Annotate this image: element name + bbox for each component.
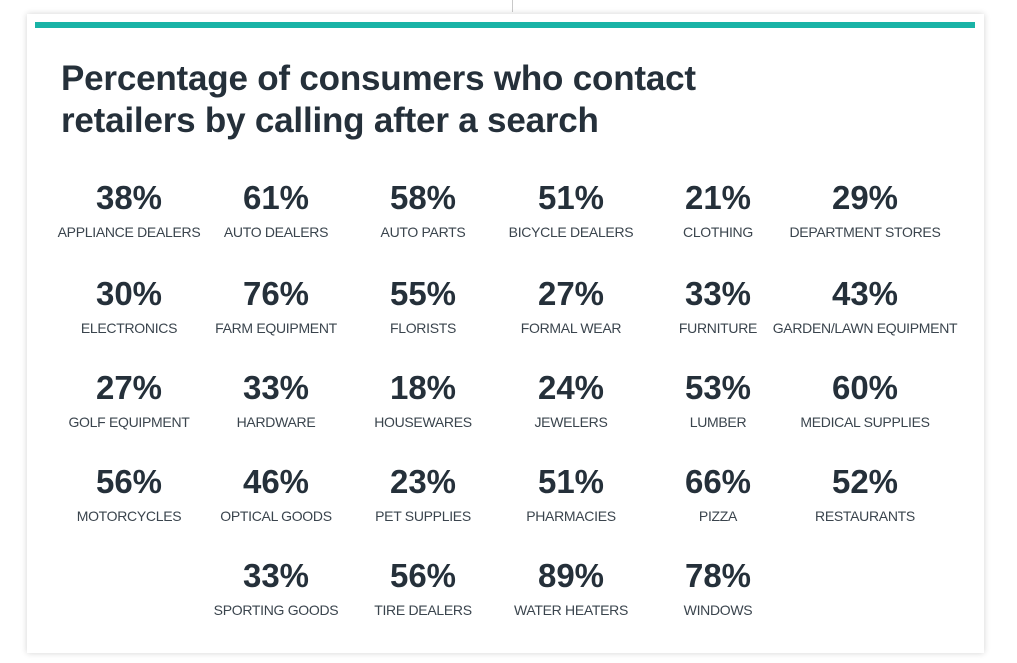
stat-golf-equipment: 27% GOLF EQUIPMENT [34,369,224,431]
stat-pizza: 66% PIZZA [623,463,813,525]
stat-value: 51% [537,179,605,216]
stat-label: GARDEN/LAWN EQUIPMENT [772,320,958,336]
stat-hardware: 33% HARDWARE [181,369,371,431]
stat-label: BICYCLE DEALERS [508,224,634,240]
stat-value: 27% [95,369,163,406]
stat-value: 53% [684,369,752,406]
stat-label: APPLIANCE DEALERS [57,224,201,240]
stat-department-stores: 29% DEPARTMENT STORES [770,179,960,241]
stat-value: 56% [389,557,457,594]
stat-label: JEWELERS [534,414,608,430]
stat-electronics: 30% ELECTRONICS [34,275,224,337]
stat-label: OPTICAL GOODS [220,508,332,524]
stat-garden-lawn-equipment: 43% GARDEN/LAWN EQUIPMENT [770,275,960,337]
stat-label: FURNITURE [678,320,758,336]
stat-medical-supplies: 60% MEDICAL SUPPLIES [770,369,960,431]
stat-windows: 78% WINDOWS [623,557,813,619]
stat-furniture: 33% FURNITURE [623,275,813,337]
stat-formal-wear: 27% FORMAL WEAR [476,275,666,337]
stat-label: RESTAURANTS [815,508,915,524]
stat-value: 43% [831,275,899,312]
chart-title: Percentage of consumers who contact reta… [61,58,761,142]
stat-label: MEDICAL SUPPLIES [800,414,930,430]
stat-label: HARDWARE [236,414,316,430]
stat-jewelers: 24% JEWELERS [476,369,666,431]
stat-label: LUMBER [689,414,747,430]
stat-optical-goods: 46% OPTICAL GOODS [181,463,371,525]
stat-value: 61% [242,179,310,216]
stat-value: 27% [537,275,605,312]
stat-value: 21% [684,179,752,216]
stat-value: 23% [389,463,457,500]
stat-value: 33% [684,275,752,312]
stat-label: FLORISTS [389,320,457,336]
stat-motorcycles: 56% MOTORCYCLES [34,463,224,525]
stat-value: 78% [684,557,752,594]
stat-label: DEPARTMENT STORES [789,224,941,240]
stat-pet-supplies: 23% PET SUPPLIES [328,463,518,525]
stat-value: 89% [537,557,605,594]
stat-label: HOUSEWARES [374,414,472,430]
stat-value: 18% [389,369,457,406]
stat-label: WINDOWS [683,602,753,618]
stat-value: 38% [95,179,163,216]
stat-value: 76% [242,275,310,312]
stat-label: TIRE DEALERS [374,602,472,618]
stat-label: FORMAL WEAR [520,320,622,336]
stat-label: SPORTING GOODS [213,602,339,618]
stat-appliance-dealers: 38% APPLIANCE DEALERS [34,179,224,241]
infographic-card: Percentage of consumers who contact reta… [27,14,984,653]
stat-label: AUTO PARTS [380,224,466,240]
stat-housewares: 18% HOUSEWARES [328,369,518,431]
stat-auto-dealers: 61% AUTO DEALERS [181,179,371,241]
stat-value: 60% [831,369,899,406]
stat-water-heaters: 89% WATER HEATERS [476,557,666,619]
stat-florists: 55% FLORISTS [328,275,518,337]
chart-title-line-2: retailers by calling after a search [61,101,599,140]
stat-value: 30% [95,275,163,312]
stat-label: CLOTHING [683,224,753,240]
stat-bicycle-dealers: 51% BICYCLE DEALERS [476,179,666,241]
stat-clothing: 21% CLOTHING [623,179,813,241]
stat-tire-dealers: 56% TIRE DEALERS [328,557,518,619]
stat-value: 66% [684,463,752,500]
stat-label: FARM EQUIPMENT [215,320,337,336]
stat-label: WATER HEATERS [513,602,629,618]
top-divider [512,0,513,12]
accent-bar [35,22,975,28]
stat-value: 33% [242,369,310,406]
stat-label: MOTORCYCLES [76,508,182,524]
stat-label: PHARMACIES [526,508,616,524]
stat-value: 33% [242,557,310,594]
stat-value: 52% [831,463,899,500]
stat-value: 58% [389,179,457,216]
stat-value: 55% [389,275,457,312]
stat-restaurants: 52% RESTAURANTS [770,463,960,525]
stat-label: AUTO DEALERS [223,224,329,240]
stat-label: ELECTRONICS [80,320,178,336]
stat-label: PIZZA [698,508,738,524]
stat-sporting-goods: 33% SPORTING GOODS [181,557,371,619]
stat-farm-equipment: 76% FARM EQUIPMENT [181,275,371,337]
stat-value: 24% [537,369,605,406]
stat-pharmacies: 51% PHARMACIES [476,463,666,525]
stat-lumber: 53% LUMBER [623,369,813,431]
chart-title-line-1: Percentage of consumers who contact [61,59,696,98]
stat-label: PET SUPPLIES [375,508,471,524]
stat-value: 51% [537,463,605,500]
stat-auto-parts: 58% AUTO PARTS [328,179,518,241]
stat-value: 46% [242,463,310,500]
stat-label: GOLF EQUIPMENT [68,414,190,430]
stat-value: 56% [95,463,163,500]
stat-value: 29% [831,179,899,216]
